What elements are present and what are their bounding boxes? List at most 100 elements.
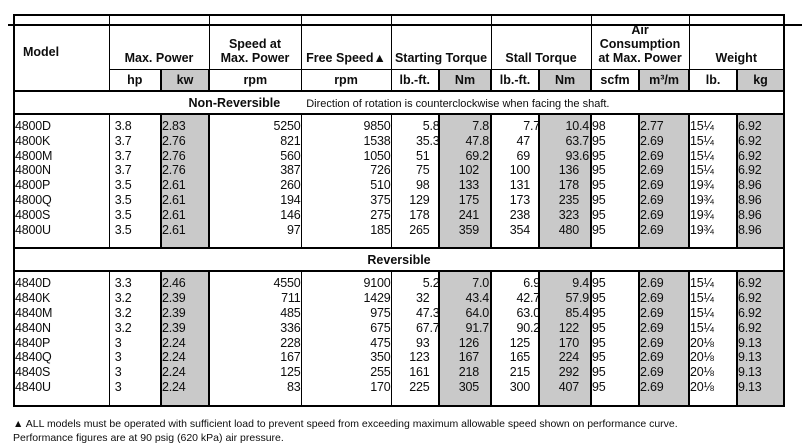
cell-sllb: 354 (490, 222, 540, 249)
cell-scfm: 95 (590, 305, 640, 321)
table-row: 4800P 3.5 2.61 260 510 98 133 131 178 95 2.69 19¾ 8.… (13, 178, 786, 193)
cell-stnm: 69.2 (437, 148, 493, 164)
cell-slnm: 136 (538, 163, 593, 179)
unit-hp: hp (108, 68, 162, 92)
cell-m3m: 2.69 (638, 350, 691, 366)
cell-m3m: 2.69 (638, 271, 691, 292)
cell-stlb: 265 (390, 222, 440, 249)
cell-slnm: 235 (538, 192, 593, 208)
cell-hp: 3 (108, 350, 162, 366)
cell-lb: 20⅛ (688, 365, 738, 380)
cell-rpm1: 228 (208, 335, 302, 351)
table-row: 4840P 3 2.24 228 475 93 126 125 170 95 2.69 20⅛ 9.13 (13, 335, 786, 351)
cell-m3m: 2.69 (638, 379, 691, 406)
cell-rpm1: 485 (208, 305, 302, 321)
cell-kw: 2.61 (160, 192, 210, 208)
cell-kw: 2.24 (160, 365, 210, 380)
cell-model: 4800D (13, 114, 110, 134)
cell-stnm: 7.0 (437, 271, 493, 292)
cell-stnm: 91.7 (437, 320, 493, 336)
section-band-non-reversible: Non-Reversible Direction of rotation is … (14, 90, 785, 115)
cell-stlb: 35.3 (390, 133, 440, 149)
cell-kw: 2.76 (160, 133, 210, 149)
cell-rpm2: 510 (300, 178, 392, 193)
cell-stlb: 161 (390, 365, 440, 380)
column-header-model: Model (13, 14, 110, 92)
cell-sllb: 215 (490, 365, 540, 380)
cell-stlb: 47.3 (390, 305, 440, 321)
unit-m3m: m³/m (638, 68, 691, 92)
cell-hp: 3.8 (108, 114, 162, 134)
cell-rpm2: 255 (300, 365, 392, 380)
cell-model: 4800S (13, 207, 110, 223)
cell-slnm: 407 (538, 379, 593, 406)
cell-stlb: 5.2 (390, 271, 440, 292)
cell-sllb: 125 (490, 335, 540, 351)
cell-scfm: 95 (590, 133, 640, 149)
cell-kw: 2.61 (160, 207, 210, 223)
footnote-pressure: Performance figures are at 90 psig (620 … (13, 431, 284, 444)
column-header-starting-torque: Starting Torque (390, 14, 492, 70)
table-row: 4800Q 3.5 2.61 194 375 129 175 173 235 95 2.69 19¾ 8… (13, 192, 786, 208)
cell-model: 4800M (13, 148, 110, 164)
cell-m3m: 2.69 (638, 178, 691, 193)
cell-stlb: 123 (390, 350, 440, 366)
cell-rpm2: 726 (300, 163, 392, 179)
table-row: 4840K3.22.3971114293243.442.757.9952.691… (13, 291, 786, 306)
cell-rpm2: 9850 (300, 114, 392, 134)
cell-m3m: 2.69 (638, 320, 691, 336)
cell-hp: 3.3 (108, 271, 162, 292)
cell-slnm: 63.7 (538, 133, 593, 149)
cell-lb: 15¼ (688, 163, 738, 179)
cell-rpm2: 9100 (300, 271, 392, 292)
cell-lb: 15¼ (688, 133, 738, 149)
cell-model: 4840K (13, 291, 110, 306)
cell-lb: 19¾ (688, 222, 738, 249)
cell-rpm1: 194 (208, 192, 302, 208)
cell-rpm1: 167 (208, 350, 302, 366)
cell-hp: 3.7 (108, 133, 162, 149)
cell-hp: 3.5 (108, 222, 162, 249)
cell-slnm: 57.9 (538, 291, 593, 306)
cell-lb: 19¾ (688, 207, 738, 223)
cell-sllb: 63.0 (490, 305, 540, 321)
cell-model: 4840D (13, 271, 110, 292)
cell-hp: 3.7 (108, 163, 162, 179)
cell-sllb: 300 (490, 379, 540, 406)
cell-hp: 3.2 (108, 291, 162, 306)
unit-nm-stall: Nm (538, 68, 593, 92)
cell-m3m: 2.69 (638, 222, 691, 249)
column-header-free-speed: Free Speed▲ (300, 14, 392, 70)
cell-kw: 2.39 (160, 305, 210, 321)
cell-rpm1: 711 (208, 291, 302, 306)
cell-hp: 3.5 (108, 192, 162, 208)
unit-lbft-stall: lb.-ft. (490, 68, 540, 92)
cell-rpm2: 1538 (300, 133, 392, 149)
cell-stlb: 51 (390, 148, 440, 164)
cell-stnm: 218 (437, 365, 493, 380)
unit-rpm-free-speed: rpm (300, 68, 392, 92)
footnote-speed-warning: ▲ ALL models must be operated with suffi… (13, 417, 678, 430)
cell-sllb: 69 (490, 148, 540, 164)
cell-stlb: 67.7 (390, 320, 440, 336)
cell-scfm: 95 (590, 350, 640, 366)
cell-kw: 2.76 (160, 163, 210, 179)
cell-model: 4800K (13, 133, 110, 149)
unit-kw: kw (160, 68, 210, 92)
cell-kg: 8.96 (736, 207, 786, 223)
cell-rpm1: 146 (208, 207, 302, 223)
cell-sllb: 7.7 (490, 114, 540, 134)
top-rule (8, 24, 802, 26)
cell-stnm: 126 (437, 335, 493, 351)
cell-lb: 15¼ (688, 271, 738, 292)
cell-m3m: 2.69 (638, 133, 691, 149)
cell-kg: 6.92 (736, 163, 786, 179)
cell-sllb: 131 (490, 178, 540, 193)
cell-scfm: 95 (590, 163, 640, 179)
table-row: 4800M 3.7 2.76 560 1050 51 69.2 69 93.6 95 2.69 15¼… (13, 148, 786, 164)
cell-scfm: 95 (590, 148, 640, 164)
cell-stlb: 129 (390, 192, 440, 208)
cell-kg: 9.13 (736, 365, 786, 380)
cell-sllb: 238 (490, 207, 540, 223)
cell-stlb: 93 (390, 335, 440, 351)
